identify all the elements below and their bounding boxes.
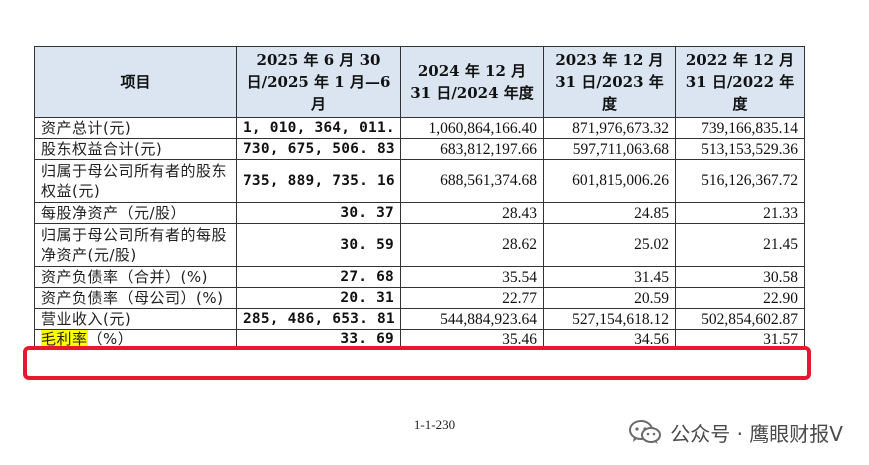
cell-value: 30. 59 [236,223,401,267]
table-row: 资产负债率（母公司）(%) 20. 31 22.77 20.59 22.90 [34,287,805,309]
cell-value: 516,126,367.72 [675,159,805,203]
financial-table: 项目 2025 年 6 月 30 日/2025 年 1 月—6 月 2024 年… [34,46,805,350]
cell-value: 22.90 [675,287,805,309]
watermark-text: 公众号 · 鹰眼财报V [670,421,843,446]
table-row: 资产总计(元) 1, 010, 364, 011. 45 1,060,864,1… [34,117,805,139]
header-item: 项目 [34,46,237,118]
table-row: 资产负债率（合并）(%) 27. 68 35.54 31.45 30.58 [34,266,805,288]
wechat-icon [628,419,662,445]
cell-value: 20.59 [543,287,676,309]
cell-value: 20. 31 [236,287,401,309]
row-label: 归属于母公司所有者的每股净资产(元/股) [34,223,237,267]
cell-value: 1,060,864,166.40 [400,117,544,139]
table-row-gross-margin: 毛利率（%） 33. 69 35.46 34.56 31.57 [34,329,805,350]
header-2023: 2023 年 12 月 31 日/2023 年度 [543,46,676,118]
table-row: 归属于母公司所有者的股东权益(元) 735, 889, 735. 16 688,… [34,159,805,203]
cell-value: 21.45 [675,223,805,267]
cell-value: 34.56 [543,329,676,350]
header-2022: 2022 年 12 月 31 日/2022 年度 [675,46,805,118]
highlighted-label: 毛利率 [41,330,88,348]
cell-value: 527,154,618.12 [543,308,676,330]
cell-value: 24.85 [543,202,676,224]
cell-value: 33. 69 [236,329,401,350]
row-label: 股东权益合计(元) [34,138,237,160]
cell-value: 31.45 [543,266,676,288]
cell-value: 21.33 [675,202,805,224]
page-number: 1-1-230 [413,417,456,432]
cell-value: 30.58 [675,266,805,288]
row-label: 每股净资产（元/股） [34,202,237,224]
cell-value: 30. 37 [236,202,401,224]
cell-value: 28.43 [400,202,544,224]
table-row: 每股净资产（元/股） 30. 37 28.43 24.85 21.33 [34,202,805,224]
cell-value: 735, 889, 735. 16 [236,159,401,203]
cell-value: 285, 486, 653. 81 [236,308,401,330]
cell-value: 513,153,529.36 [675,138,805,160]
cell-value: 601,815,006.26 [543,159,676,203]
cell-value: 1, 010, 364, 011. 45 [236,117,401,139]
table-row: 归属于母公司所有者的每股净资产(元/股) 30. 59 28.62 25.02 … [34,223,805,267]
row-label: 毛利率（%） [34,329,237,350]
row-label: 资产负债率（合并）(%) [34,266,237,288]
cell-value: 22.77 [400,287,544,309]
cell-value: 28.62 [400,223,544,267]
watermark: 公众号 · 鹰眼财报V [628,417,843,447]
cell-value: 35.54 [400,266,544,288]
annotation-box [23,346,811,380]
cell-value: 730, 675, 506. 83 [236,138,401,160]
cell-value: 871,976,673.32 [543,117,676,139]
table-header-row: 项目 2025 年 6 月 30 日/2025 年 1 月—6 月 2024 年… [34,46,805,118]
header-2025h1: 2025 年 6 月 30 日/2025 年 1 月—6 月 [236,46,401,118]
row-label: 归属于母公司所有者的股东权益(元) [34,159,237,203]
cell-value: 35.46 [400,329,544,350]
row-label: 营业收入(元) [34,308,237,330]
cell-value: 688,561,374.68 [400,159,544,203]
cropped-text-fragment [130,0,330,4]
cell-value: 31.57 [675,329,805,350]
cell-value: 597,711,063.68 [543,138,676,160]
table-row: 营业收入(元) 285, 486, 653. 81 544,884,923.64… [34,308,805,330]
cell-value: 502,854,602.87 [675,308,805,330]
row-label: 资产总计(元) [34,117,237,139]
row-label: 资产负债率（母公司）(%) [34,287,237,309]
cell-value: 683,812,197.66 [400,138,544,160]
cell-value: 27. 68 [236,266,401,288]
header-2024: 2024 年 12 月 31 日/2024 年度 [400,46,544,118]
cell-value: 739,166,835.14 [675,117,805,139]
row-label-unit: （%） [87,330,134,349]
cell-value: 544,884,923.64 [400,308,544,330]
cell-value: 25.02 [543,223,676,267]
table-row: 股东权益合计(元) 730, 675, 506. 83 683,812,197.… [34,138,805,160]
